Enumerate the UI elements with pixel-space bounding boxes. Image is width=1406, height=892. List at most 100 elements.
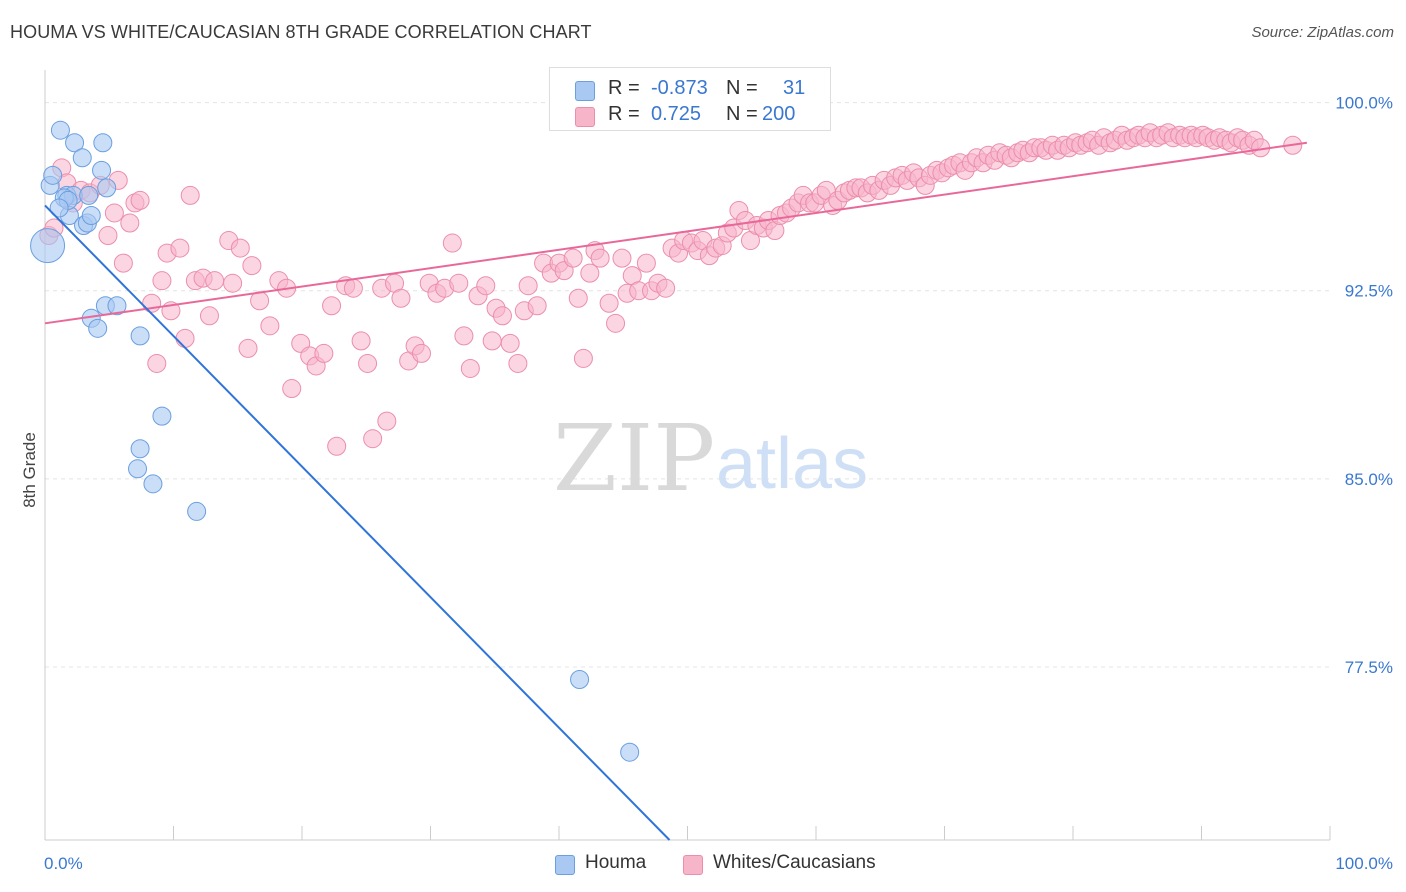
data-point-whites	[282, 379, 302, 399]
bottom-legend-label-whites: Whites/Caucasians	[713, 852, 876, 873]
data-point-whites	[518, 276, 538, 296]
data-point-houma	[130, 439, 150, 459]
data-point-houma	[81, 205, 101, 225]
chart-title: HOUMA VS WHITE/CAUCASIAN 8TH GRADE CORRE…	[10, 22, 592, 42]
data-point-houma	[92, 160, 112, 180]
data-point-whites	[343, 278, 363, 298]
legend-n-value: 200	[762, 103, 796, 125]
data-point-whites	[205, 271, 225, 291]
data-point-houma	[30, 228, 66, 264]
legend-row-whites: R = 0.725 N = 200	[550, 101, 830, 129]
data-point-houma	[620, 742, 640, 762]
y-tick-label: 77.5%	[1345, 658, 1393, 677]
data-point-whites	[476, 276, 496, 296]
data-point-houma	[93, 133, 113, 153]
data-point-houma	[187, 501, 207, 521]
data-point-whites	[322, 296, 342, 316]
data-point-whites	[460, 358, 480, 378]
legend-r-label: R =	[608, 77, 640, 99]
data-point-whites	[599, 293, 619, 313]
bottom-legend-label-houma: Houma	[585, 852, 647, 873]
data-point-whites	[180, 185, 200, 205]
legend-row-houma: R = -0.873 N = 31	[550, 75, 830, 103]
data-point-houma	[79, 185, 99, 205]
legend-n-label: N =	[726, 77, 758, 99]
legend-n-value: 31	[783, 77, 806, 99]
data-point-whites	[492, 306, 512, 326]
data-point-whites	[98, 226, 118, 246]
trend-lines	[44, 141, 1308, 841]
data-point-houma	[43, 165, 63, 185]
data-point-houma	[143, 474, 163, 494]
data-point-whites	[612, 248, 632, 268]
data-point-whites	[314, 343, 334, 363]
data-point-whites	[482, 331, 502, 351]
data-point-whites	[147, 353, 167, 373]
legend-r-label: R =	[608, 103, 640, 125]
data-point-whites	[363, 429, 383, 449]
watermark: ZIP atlas	[553, 405, 868, 512]
y-axis-label: 8th Grade	[20, 432, 39, 508]
data-point-whites	[170, 238, 190, 258]
data-point-houma	[128, 459, 148, 479]
data-point-houma	[570, 669, 590, 689]
data-point-whites	[527, 296, 547, 316]
series-whites-points	[39, 123, 1303, 456]
data-point-whites	[568, 288, 588, 308]
bottom-legend-swatch-whites	[683, 855, 703, 875]
y-tick-label: 92.5%	[1345, 282, 1393, 301]
data-point-whites	[120, 213, 140, 233]
data-point-whites	[606, 313, 626, 333]
trend-line-houma	[44, 204, 671, 841]
data-point-whites	[442, 233, 462, 253]
data-point-houma	[72, 148, 92, 168]
data-point-houma	[65, 133, 85, 153]
trend-line-whites	[44, 141, 1308, 325]
data-point-whites	[563, 248, 583, 268]
data-point-whites	[175, 328, 195, 348]
data-point-houma	[152, 406, 172, 426]
data-point-houma	[130, 326, 150, 346]
data-point-whites	[580, 263, 600, 283]
watermark-zip: ZIP	[553, 405, 715, 512]
legend-n-label: N =	[726, 103, 758, 125]
data-point-whites	[113, 253, 133, 273]
data-point-whites	[230, 238, 250, 258]
data-point-whites	[449, 273, 469, 293]
data-point-whites	[391, 288, 411, 308]
data-point-whites	[358, 353, 378, 373]
bottom-legend-swatch-houma	[555, 855, 575, 875]
data-point-whites	[260, 316, 280, 336]
x-tick-label: 100.0%	[1335, 854, 1393, 873]
axes	[44, 70, 1331, 841]
data-point-whites	[454, 326, 474, 346]
gridlines	[45, 102, 1330, 668]
legend-r-value: -0.873	[651, 77, 708, 99]
data-point-houma	[97, 178, 117, 198]
data-point-whites	[377, 411, 397, 431]
x-tick-label: 0.0%	[44, 854, 83, 873]
data-point-whites	[238, 338, 258, 358]
data-point-whites	[351, 331, 371, 351]
data-point-whites	[242, 256, 262, 276]
data-point-whites	[327, 436, 347, 456]
data-point-whites	[636, 253, 656, 273]
legend-swatch-houma	[575, 81, 595, 101]
data-point-whites	[223, 273, 243, 293]
data-point-whites	[412, 343, 432, 363]
data-point-whites	[152, 271, 172, 291]
y-tick-label: 85.0%	[1345, 470, 1393, 489]
data-point-whites	[573, 348, 593, 368]
data-point-houma	[50, 120, 70, 140]
source-credit: Source: ZipAtlas.com	[1251, 24, 1394, 41]
data-point-whites	[199, 306, 219, 326]
data-point-whites	[508, 353, 528, 373]
y-tick-label: 100.0%	[1335, 94, 1393, 113]
legend-box: R = -0.873 N = 31 R = 0.725 N = 200	[549, 67, 831, 131]
legend-r-value: 0.725	[651, 103, 702, 125]
tick-labels: 77.5% 85.0% 92.5% 100.0% 0.0% 100.0%	[44, 94, 1393, 873]
legend-swatch-whites	[575, 107, 595, 127]
data-point-whites	[130, 190, 150, 210]
data-point-houma	[49, 198, 69, 218]
